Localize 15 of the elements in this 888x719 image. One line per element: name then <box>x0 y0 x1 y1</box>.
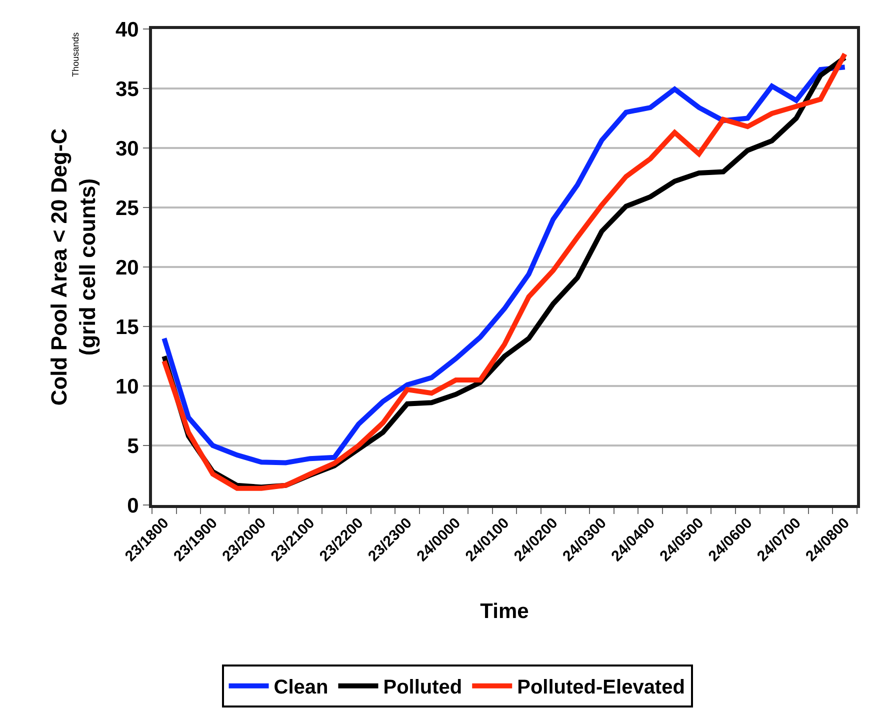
legend-label: Polluted-Elevated <box>517 676 685 699</box>
y-tick-label: 10 <box>115 375 139 398</box>
y-tick-label: 30 <box>115 137 139 160</box>
y-tick-label: 40 <box>115 18 139 42</box>
y-tick-label: 15 <box>115 316 140 339</box>
legend-label: Polluted <box>383 676 462 699</box>
y-axis-title: Cold Pool Area < 20 Deg-C (grid cell counts) <box>46 128 100 406</box>
legend-label: Clean <box>274 676 328 699</box>
y-tick-label: 5 <box>127 434 140 458</box>
y-tick-label: 25 <box>115 196 140 220</box>
x-axis-title: Time <box>480 600 529 624</box>
y-tick-label: 0 <box>127 494 139 518</box>
y-tick-label: 35 <box>115 78 140 101</box>
y-tick-label: 20 <box>115 256 139 280</box>
text: Thousands <box>70 32 80 77</box>
